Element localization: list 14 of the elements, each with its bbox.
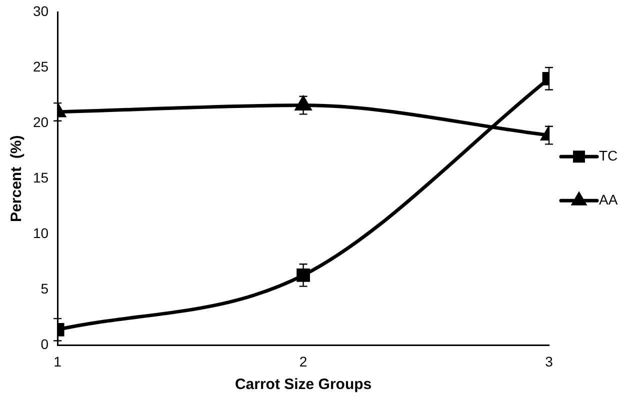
legend-label: AA <box>599 191 618 208</box>
y-tick-label: 0 <box>40 336 49 352</box>
y-tick-label: 20 <box>32 114 49 130</box>
y-tick-label: 25 <box>32 58 49 74</box>
legend-label: TC <box>599 147 618 164</box>
y-tick-label: 5 <box>40 280 49 297</box>
y-axis-title: Percent (%) <box>8 135 26 222</box>
y-tick-label: 10 <box>32 224 49 241</box>
x-tick-label: 2 <box>299 353 308 370</box>
x-tick-label: 1 <box>54 353 62 370</box>
x-tick-label: 3 <box>545 353 554 370</box>
x-axis-title: Carrot Size Groups <box>234 376 372 394</box>
y-tick-label: 30 <box>32 2 49 19</box>
y-tick-label: 15 <box>32 169 49 186</box>
